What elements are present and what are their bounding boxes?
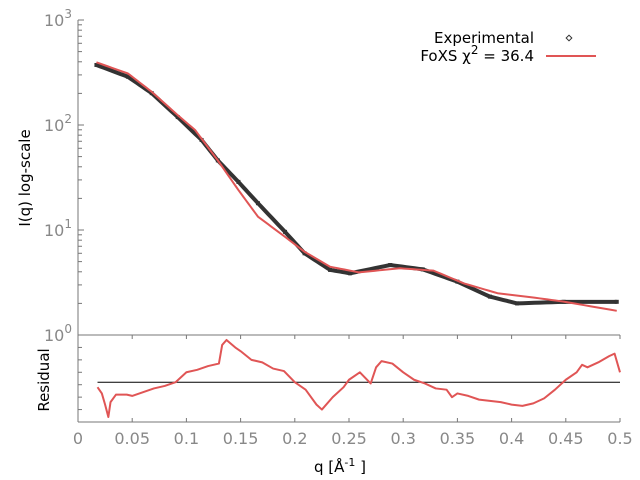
experimental-point xyxy=(283,229,288,234)
x-axis-label-base: q [Å xyxy=(314,457,345,476)
x-tick-label: 0.35 xyxy=(440,429,476,448)
y-tick-label-base: 10 xyxy=(44,326,64,345)
x-tick-label: 0.3 xyxy=(390,429,415,448)
y-tick-label: 100 xyxy=(44,322,72,345)
x-tick-label: 0.1 xyxy=(174,429,199,448)
experimental-point xyxy=(236,179,241,184)
y-tick-label-exp: 3 xyxy=(64,7,72,21)
main-panel xyxy=(94,61,619,312)
experimental-point xyxy=(487,294,492,299)
experimental-point xyxy=(94,62,99,67)
residual-panel xyxy=(96,338,621,419)
experimental-point xyxy=(302,251,307,256)
x-axis-label-sup: -1 xyxy=(344,456,355,469)
residual-line xyxy=(96,338,621,419)
legend-marker-experimental xyxy=(565,34,573,42)
experimental-point xyxy=(328,267,333,272)
x-tick-label: 0.15 xyxy=(223,429,259,448)
experimental-point xyxy=(348,271,353,276)
legend-foxs-sup: 2 xyxy=(471,43,479,57)
y-tick-label: 103 xyxy=(44,7,72,30)
experimental-point xyxy=(125,74,130,79)
y-tick-label-base: 10 xyxy=(44,11,64,30)
legend-label-foxs: FoXS χ2 = 36.4 xyxy=(420,43,534,65)
y-tick-label-exp: 1 xyxy=(64,217,72,231)
y-axis-label: I(q) log-scale xyxy=(16,129,34,226)
legend-label-experimental: Experimental xyxy=(434,29,534,47)
y-tick-label-exp: 0 xyxy=(64,322,72,336)
legend-foxs-end: = 36.4 xyxy=(478,47,534,65)
x-tick-label: 0.45 xyxy=(548,429,584,448)
legend-foxs-base: FoXS χ xyxy=(420,47,471,65)
legend: Experimental FoXS χ2 = 36.4 xyxy=(420,29,596,65)
y-tick-label: 101 xyxy=(44,217,72,240)
y-tick-label: 102 xyxy=(44,112,72,135)
y-tick-label-base: 10 xyxy=(44,116,64,135)
experimental-data-band xyxy=(95,63,617,306)
experimental-point xyxy=(388,263,393,268)
residual-axis-label: Residual xyxy=(35,348,53,411)
x-tick-label: 0.4 xyxy=(499,429,524,448)
experimental-point xyxy=(614,299,619,304)
x-tick-label: 0.25 xyxy=(331,429,367,448)
y-tick-label-exp: 2 xyxy=(64,112,72,126)
x-axis-label: q [Å-1 ] xyxy=(314,456,366,476)
x-axis-label-end: ] xyxy=(355,458,366,476)
x-tick-label: 0 xyxy=(73,429,83,448)
experimental-point xyxy=(515,301,520,306)
x-tick-label: 0.05 xyxy=(114,429,150,448)
experimental-point xyxy=(175,115,180,120)
x-tick-label: 0.2 xyxy=(282,429,307,448)
experimental-point xyxy=(255,201,260,206)
foxs-fit-line xyxy=(96,61,617,312)
x-tick-label: 0.5 xyxy=(607,429,632,448)
y-tick-label-base: 10 xyxy=(44,221,64,240)
